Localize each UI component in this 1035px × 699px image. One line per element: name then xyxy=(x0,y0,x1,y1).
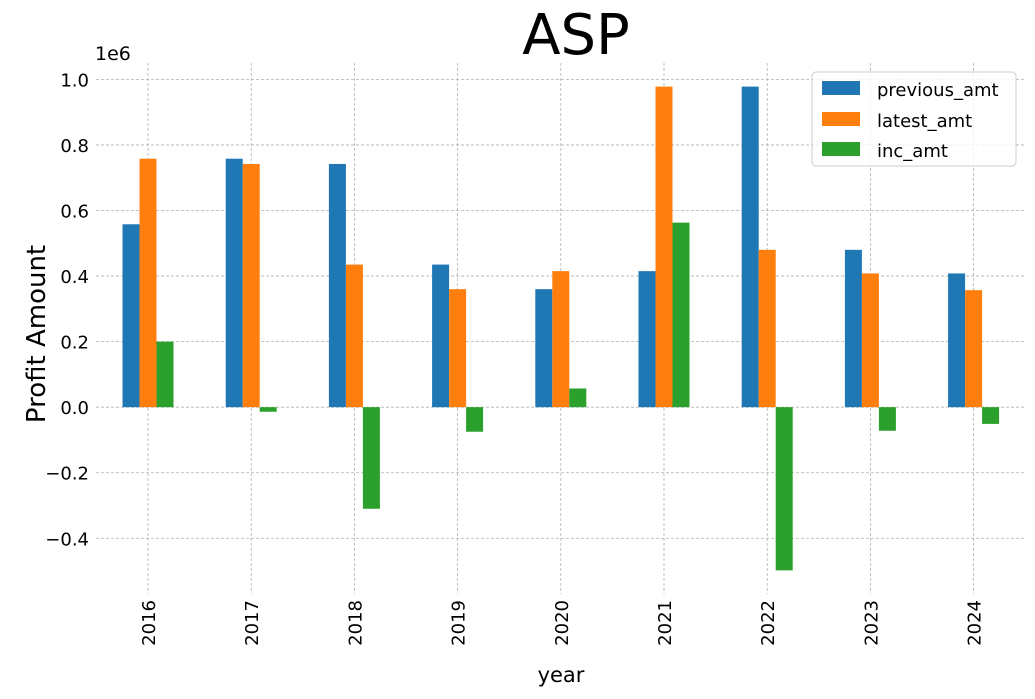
y-tick-label: −0.4 xyxy=(45,529,89,550)
bar-inc-amt xyxy=(156,341,174,408)
bars xyxy=(122,86,1000,571)
legend-swatch-previous-amt xyxy=(822,81,860,95)
bar-previous-amt xyxy=(535,289,553,408)
bar-inc-amt xyxy=(259,407,277,412)
bar-previous-amt xyxy=(638,271,656,408)
y-axis-label: Profit Amount xyxy=(22,245,52,423)
y-tick-label: −0.2 xyxy=(45,464,89,485)
bar-latest-amt xyxy=(655,86,673,408)
bar-latest-amt xyxy=(242,163,260,408)
bar-previous-amt xyxy=(225,158,243,408)
x-axis-label: year xyxy=(538,663,585,687)
x-tick-label: 2023 xyxy=(861,600,882,646)
bar-previous-amt xyxy=(844,249,862,408)
x-tick-label: 2016 xyxy=(139,600,160,646)
y-tick-label: 0.0 xyxy=(60,398,89,419)
x-tick-label: 2019 xyxy=(449,600,470,646)
x-tick-label: 2022 xyxy=(758,600,779,646)
chart-title: ASP xyxy=(522,3,630,68)
x-tick-label: 2018 xyxy=(345,600,366,646)
legend-label-previous-amt: previous_amt xyxy=(877,80,999,101)
bar-previous-amt xyxy=(328,163,346,408)
bar-latest-amt xyxy=(139,158,157,408)
y-scale-label: 1e6 xyxy=(95,43,131,65)
bar-latest-amt xyxy=(345,264,363,408)
y-tick-label: 0.4 xyxy=(60,267,89,288)
y-tick-label: 0.6 xyxy=(60,202,89,223)
x-tick-label: 2024 xyxy=(965,600,986,646)
legend-swatch-inc-amt xyxy=(822,142,860,156)
bar-inc-amt xyxy=(775,407,793,571)
legend-swatch-latest-amt xyxy=(822,112,860,126)
bar-latest-amt xyxy=(552,271,570,408)
legend: previous_amt latest_amt inc_amt xyxy=(811,71,1017,167)
bar-latest-amt xyxy=(449,289,467,408)
y-tick-label: 1.0 xyxy=(60,70,89,91)
bar-previous-amt xyxy=(432,264,450,408)
bar-inc-amt xyxy=(672,222,690,408)
axes: −0.4 −0.2 0.0 0.2 0.4 0.6 0.8 1.0 2016 2017 2018 20… xyxy=(45,70,985,645)
bar-inc-amt xyxy=(569,388,587,408)
x-tick-label: 2021 xyxy=(655,600,676,646)
x-tick-label: 2020 xyxy=(552,600,573,646)
bar-latest-amt xyxy=(758,249,776,408)
bar-previous-amt xyxy=(741,86,759,408)
x-tick-label: 2017 xyxy=(242,600,263,646)
bar-latest-amt xyxy=(861,273,879,408)
bar-inc-amt xyxy=(878,407,896,431)
bar-previous-amt xyxy=(122,224,140,408)
bar-inc-amt xyxy=(362,407,380,509)
bar-latest-amt xyxy=(965,290,983,408)
y-tick-label: 0.8 xyxy=(60,136,89,157)
legend-label-latest-amt: latest_amt xyxy=(877,111,972,132)
y-tick-label: 0.2 xyxy=(60,333,89,354)
legend-frame xyxy=(811,71,1017,167)
bar-inc-amt xyxy=(466,407,484,432)
bar-inc-amt xyxy=(982,407,1000,424)
bar-previous-amt xyxy=(948,273,966,408)
legend-label-inc-amt: inc_amt xyxy=(877,141,948,162)
